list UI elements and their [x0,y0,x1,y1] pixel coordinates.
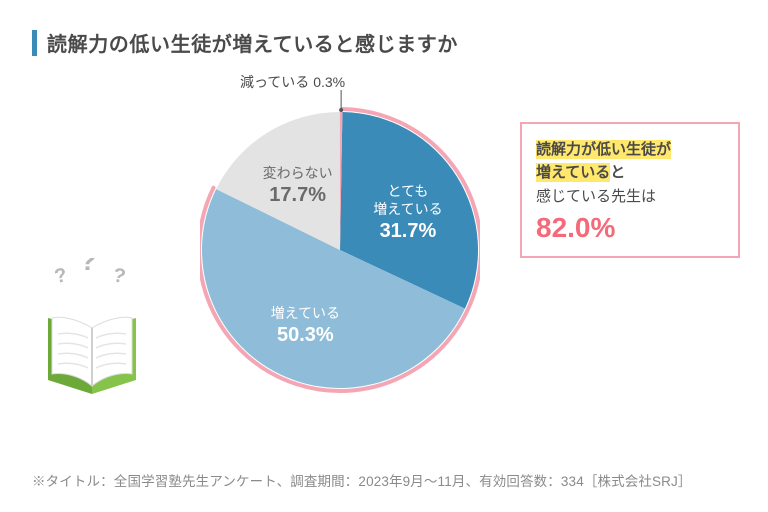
leader-line [341,90,361,110]
callout-line-3: 感じている先生は [536,185,724,208]
svg-text:?: ? [52,264,69,288]
footnote: ※タイトル：全国学習塾先生アンケート、調査期間：2023年9月～11月、有効回答… [32,470,692,490]
callout-line-1: 読解力が低い生徒が [536,138,724,161]
page-title: 読解力の低い生徒が増えていると感じますか [47,28,458,57]
callout-line-2: 増えていると [536,161,724,184]
pie-chart: とても増えている31.7%増えている50.3%変わらない17.7% [200,90,480,390]
svg-text:?: ? [111,264,128,288]
callout-percent: 82.0% [536,212,724,244]
title-accent-bar [32,30,37,56]
book-svg: ??? [32,258,162,408]
callout-line-2-hl: 増えている [536,163,610,182]
callout-box: 読解力が低い生徒が 増えていると 感じている先生は 82.0% [520,122,740,258]
callout-line-1-hl: 読解力が低い生徒が [536,140,671,159]
callout-line-2-rest: と [610,164,625,181]
slice-leader-label: 減っている 0.3% [240,72,345,92]
book-icon: ??? [32,258,162,408]
title-row: 読解力の低い生徒が増えていると感じますか [32,28,458,57]
svg-text:?: ? [79,258,96,276]
pie-svg [200,90,480,410]
